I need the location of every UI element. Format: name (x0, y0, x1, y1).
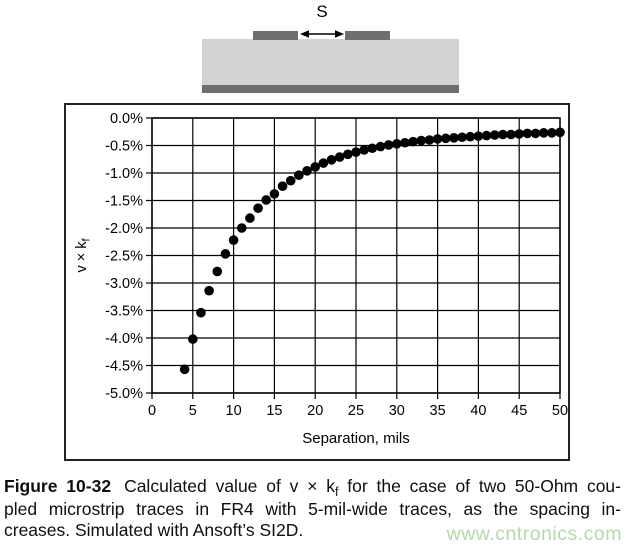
data-point (375, 141, 386, 152)
caption-line-2: pled microstrip traces in FR4 with 5-mil… (4, 499, 621, 519)
data-point (310, 162, 320, 172)
y-axis-title: v × kf (74, 238, 93, 273)
data-point (212, 266, 223, 277)
right-trace-rect (345, 31, 390, 40)
spacing-label: S (316, 2, 328, 21)
y-tick-label: -1.0% (105, 166, 143, 182)
data-point (440, 133, 451, 144)
data-point (506, 129, 516, 140)
data-point (318, 158, 329, 168)
data-point (432, 134, 443, 144)
data-point (408, 136, 418, 147)
figure-number: Figure 10-32 (4, 476, 112, 496)
chart-svg: 0 5 10 15 20 25 30 35 40 45 50 0.0% -0.5% -1.0% -1.5% -… (74, 111, 568, 447)
left-trace-rect (253, 31, 298, 40)
chart-frame: 0 5 10 15 20 25 30 35 40 45 50 0.0% -0.5% -1.0% -1.5% -… (64, 103, 570, 461)
data-point (302, 166, 312, 176)
watermark-text: www.cntronics.com (446, 523, 622, 545)
x-tick-label: 15 (266, 403, 282, 419)
y-tick-label: -2.5% (105, 249, 143, 265)
x-tick-label: 45 (511, 403, 527, 419)
substrate-rect (202, 39, 459, 85)
data-point (547, 128, 557, 138)
y-tick-label: -2.0% (105, 221, 143, 237)
double-arrow-icon (300, 30, 344, 38)
data-point (277, 181, 288, 191)
data-point (351, 147, 361, 157)
data-point (538, 128, 549, 138)
data-point (473, 131, 484, 141)
data-point (334, 152, 345, 162)
data-point (188, 334, 198, 344)
data-point (269, 189, 280, 199)
y-tick-label: -1.5% (105, 194, 143, 210)
data-point (261, 195, 272, 205)
x-tick-label: 35 (430, 403, 446, 419)
figure-caption: Figure 10-32 Calculated value of v × kf f… (4, 476, 621, 541)
caption-subscript-f: f (334, 484, 339, 499)
plot-border (151, 117, 561, 394)
x-tick-label: 0 (148, 403, 156, 419)
data-point (481, 130, 492, 141)
data-point (326, 155, 337, 165)
data-point (220, 249, 231, 259)
data-point (514, 129, 524, 139)
data-point (383, 140, 394, 150)
data-point (392, 139, 402, 149)
data-point (343, 149, 353, 160)
y-tick-label: -3.0% (105, 276, 143, 292)
y-tick-label: -3.5% (105, 304, 143, 320)
data-point (400, 137, 410, 148)
ground-plane-rect (202, 85, 459, 93)
y-tick-label: -5.0% (105, 386, 143, 402)
caption-line-3: creases. Simulated with Ansoft’s SI2D. (4, 520, 304, 540)
data-point (196, 307, 206, 318)
y-tick-label: 0.0% (110, 111, 143, 127)
y-tick-label: -0.5% (105, 139, 143, 155)
data-point (204, 285, 214, 296)
x-tick-label: 5 (189, 403, 197, 419)
caption-text-b: for the case of two 50-Ohm cou- (338, 476, 621, 496)
caption-line-1: Figure 10-32 Calculated value of v × kf f… (4, 476, 621, 499)
x-tick-label: 25 (348, 403, 364, 419)
data-point (555, 127, 565, 138)
data-point (449, 133, 459, 143)
x-tick-label: 30 (389, 403, 405, 419)
y-tick-label: -4.0% (105, 331, 143, 347)
data-point (465, 131, 476, 142)
x-tick-label: 40 (470, 403, 486, 419)
data-point (236, 223, 247, 233)
microstrip-cross-section-diagram: S (0, 0, 624, 100)
x-axis-title: Separation, mils (302, 430, 410, 447)
data-point (253, 203, 263, 213)
x-tick-label: 20 (307, 403, 323, 419)
data-point (367, 143, 378, 154)
data-point (489, 130, 500, 140)
x-tick-label: 50 (552, 403, 568, 419)
data-point (530, 128, 541, 139)
data-point (245, 213, 255, 223)
data-point (457, 132, 467, 143)
data-point (179, 364, 190, 375)
y-tick-label: -4.5% (105, 359, 143, 375)
data-point (294, 170, 304, 180)
data-point (416, 135, 427, 146)
caption-text-a: Calculated value of v × k (124, 476, 335, 496)
x-tick-label: 10 (226, 403, 242, 419)
data-point (228, 235, 239, 245)
data-point (359, 145, 369, 155)
data-point (424, 135, 435, 145)
data-point (522, 128, 533, 139)
data-point (285, 175, 296, 186)
data-point (498, 129, 508, 140)
